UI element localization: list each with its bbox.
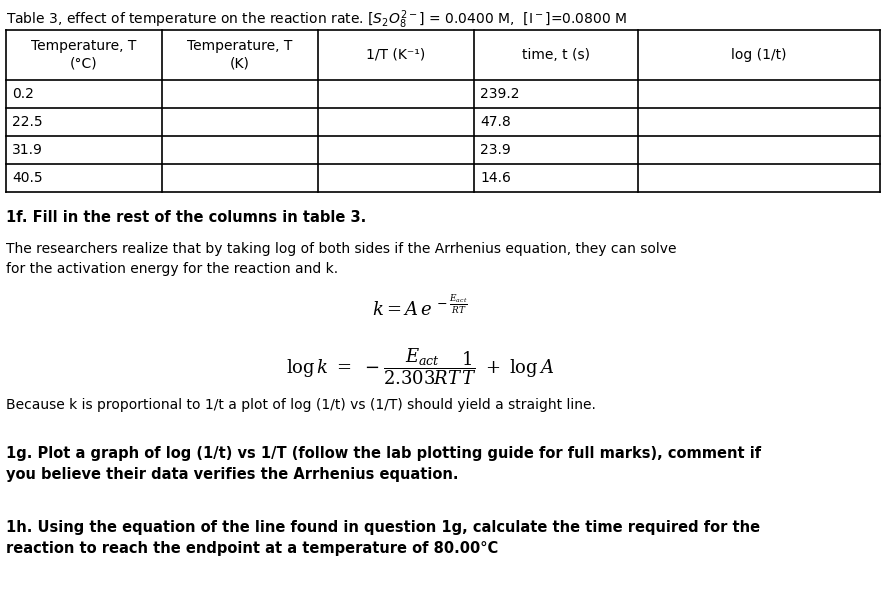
Text: The researchers realize that by taking log of both sides if the Arrhenius equati: The researchers realize that by taking l… — [6, 242, 676, 275]
Text: Temperature, T
(°C): Temperature, T (°C) — [31, 40, 137, 71]
Text: Because k is proportional to 1/t a plot of log (1/t) vs (1/T) should yield a str: Because k is proportional to 1/t a plot … — [6, 398, 596, 412]
Text: 47.8: 47.8 — [480, 115, 511, 129]
Text: Table 3, effect of temperature on the reaction rate. [$S_2O_8^{2-}$] = 0.0400 M,: Table 3, effect of temperature on the re… — [6, 8, 627, 30]
Text: 1h. Using the equation of the line found in question 1g, calculate the time requ: 1h. Using the equation of the line found… — [6, 520, 760, 556]
Text: 23.9: 23.9 — [480, 143, 511, 157]
Text: 40.5: 40.5 — [12, 171, 43, 185]
Text: 22.5: 22.5 — [12, 115, 43, 129]
Text: Temperature, T
(K): Temperature, T (K) — [187, 40, 293, 71]
Text: 31.9: 31.9 — [12, 143, 43, 157]
Text: 14.6: 14.6 — [480, 171, 511, 185]
Text: 239.2: 239.2 — [480, 87, 520, 101]
Text: 1/T (K⁻¹): 1/T (K⁻¹) — [366, 48, 426, 62]
Text: time, t (s): time, t (s) — [522, 48, 590, 62]
Text: $\log k\ =\ -\dfrac{E_{act}}{2.303RT}\dfrac{1}{T}\ +\ \log A$: $\log k\ =\ -\dfrac{E_{act}}{2.303RT}\df… — [286, 346, 554, 387]
Text: 1g. Plot a graph of log (1/t) vs 1/T (follow the lab plotting guide for full mar: 1g. Plot a graph of log (1/t) vs 1/T (fo… — [6, 446, 761, 482]
Text: $k = A\,e^{\,-\frac{E_{act}}{RT}}$: $k = A\,e^{\,-\frac{E_{act}}{RT}}$ — [372, 294, 468, 320]
Text: 1f. Fill in the rest of the columns in table 3.: 1f. Fill in the rest of the columns in t… — [6, 210, 366, 225]
Text: log (1/t): log (1/t) — [731, 48, 787, 62]
Text: 0.2: 0.2 — [12, 87, 34, 101]
